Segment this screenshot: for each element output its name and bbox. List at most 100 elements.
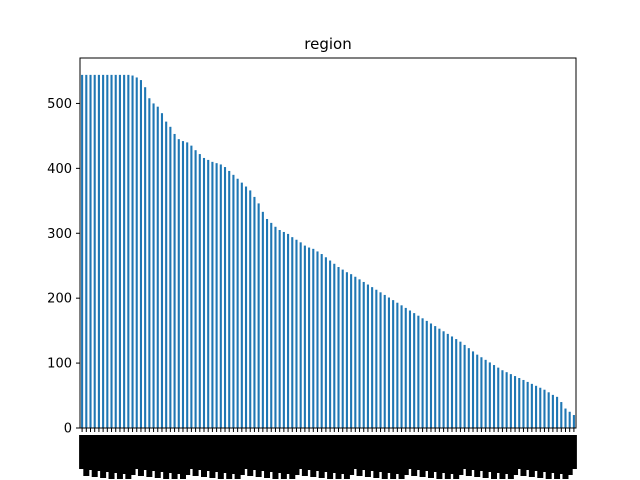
- bar: [97, 74, 100, 428]
- bar: [295, 239, 298, 428]
- x-tick-label-glyphs: [222, 435, 229, 473]
- bar: [110, 74, 113, 428]
- x-tick-label-glyphs: [549, 435, 556, 473]
- x-tick-label-glyphs: [196, 435, 203, 470]
- bar: [303, 245, 306, 428]
- bar: [156, 106, 159, 429]
- x-tick-label-glyphs: [524, 435, 531, 470]
- bar: [139, 80, 142, 428]
- x-tick-label-glyphs: [352, 435, 359, 469]
- x-tick-label-glyphs: [322, 435, 329, 472]
- x-tick-label-glyphs: [217, 435, 224, 479]
- x-tick-label-glyphs: [499, 435, 506, 479]
- x-tick-label-glyphs: [570, 435, 577, 469]
- bar: [270, 222, 273, 428]
- bar: [85, 74, 88, 428]
- bar: [362, 281, 365, 428]
- x-tick-label-glyphs: [562, 435, 569, 479]
- bar: [547, 392, 550, 428]
- x-tick-label-glyphs: [301, 435, 308, 476]
- bar: [526, 381, 529, 428]
- bar: [190, 145, 193, 428]
- bar: [123, 74, 126, 428]
- plot-frame: [79, 57, 577, 429]
- bar: [219, 164, 222, 428]
- bar: [341, 269, 344, 428]
- bar: [358, 279, 361, 428]
- bar: [152, 103, 155, 428]
- x-tick-label-glyphs: [175, 435, 182, 474]
- x-tick-label-glyphs: [394, 435, 401, 474]
- chart-title: region: [304, 35, 351, 53]
- x-tick-label-glyphs: [554, 435, 561, 479]
- x-tick-label-glyphs: [137, 435, 144, 476]
- x-tick-label-glyphs: [503, 435, 510, 474]
- x-tick-label-glyphs: [179, 435, 186, 479]
- x-tick-label-glyphs: [398, 435, 405, 479]
- x-tick-label-glyphs: [457, 435, 464, 475]
- bar: [514, 376, 517, 428]
- bar: [308, 247, 311, 428]
- bar: [81, 74, 84, 428]
- bar: [181, 141, 185, 428]
- bar: [392, 300, 395, 428]
- bar: [160, 113, 164, 429]
- x-tick-label-glyphs: [247, 435, 254, 476]
- bar: [312, 248, 315, 428]
- y-tick-label: 400: [47, 162, 72, 177]
- y-axis: 0 100 200 300 400 500: [47, 97, 80, 437]
- bar: [375, 289, 378, 428]
- x-tick-label-glyphs: [234, 435, 241, 479]
- bar: [261, 211, 264, 428]
- x-tick-label-glyphs: [116, 435, 123, 479]
- x-tick-label-glyphs: [335, 435, 342, 479]
- bar: [446, 333, 449, 428]
- x-tick-label-glyphs: [348, 435, 355, 475]
- x-tick-label-glyphs: [276, 435, 283, 473]
- x-tick-label-glyphs: [541, 435, 548, 472]
- bar: [568, 411, 571, 428]
- x-tick-label-glyphs: [209, 435, 216, 478]
- x-tick-label-glyphs: [205, 435, 212, 471]
- bar: [450, 336, 454, 428]
- bar: [291, 237, 294, 428]
- bar: [89, 74, 92, 428]
- bar: [169, 126, 172, 428]
- y-tick-label: 200: [47, 292, 72, 307]
- bar: [278, 230, 281, 428]
- bar: [320, 254, 323, 428]
- x-tick-label-glyphs: [356, 435, 363, 476]
- bar: [337, 267, 340, 428]
- bar: [539, 387, 542, 428]
- x-tick-label-glyphs: [411, 435, 418, 476]
- x-tick-label-glyphs: [297, 435, 304, 469]
- bar: [127, 74, 130, 428]
- x-tick-label-glyphs: [243, 435, 250, 469]
- x-tick-label-glyphs: [306, 435, 313, 470]
- x-tick-label-glyphs: [272, 435, 279, 479]
- bar: [564, 408, 567, 428]
- x-tick-label-glyphs: [461, 435, 468, 469]
- bar: [467, 348, 470, 428]
- x-tick-label-glyphs: [566, 435, 573, 475]
- x-tick-label-glyphs: [478, 435, 485, 471]
- bar: [232, 174, 235, 428]
- x-tick-label-glyphs: [226, 435, 233, 479]
- bar: [417, 315, 420, 428]
- bar: [274, 226, 277, 428]
- x-tick-label-glyphs: [230, 435, 237, 474]
- bar: [421, 318, 424, 428]
- x-tick-label-glyphs: [79, 435, 86, 469]
- bar: [316, 251, 319, 428]
- x-tick-label-glyphs: [192, 435, 199, 476]
- y-tick-label: 0: [64, 422, 72, 437]
- x-tick-label-glyphs: [512, 435, 519, 475]
- bar: [215, 163, 218, 428]
- bar: [198, 154, 201, 428]
- x-tick-label-glyphs: [390, 435, 397, 479]
- x-tick-label-glyphs: [310, 435, 317, 477]
- x-tick-label-glyphs: [385, 435, 392, 473]
- x-tick-label-glyphs: [264, 435, 271, 478]
- x-tick-label-glyphs: [112, 435, 119, 473]
- x-tick-label-glyphs: [528, 435, 535, 477]
